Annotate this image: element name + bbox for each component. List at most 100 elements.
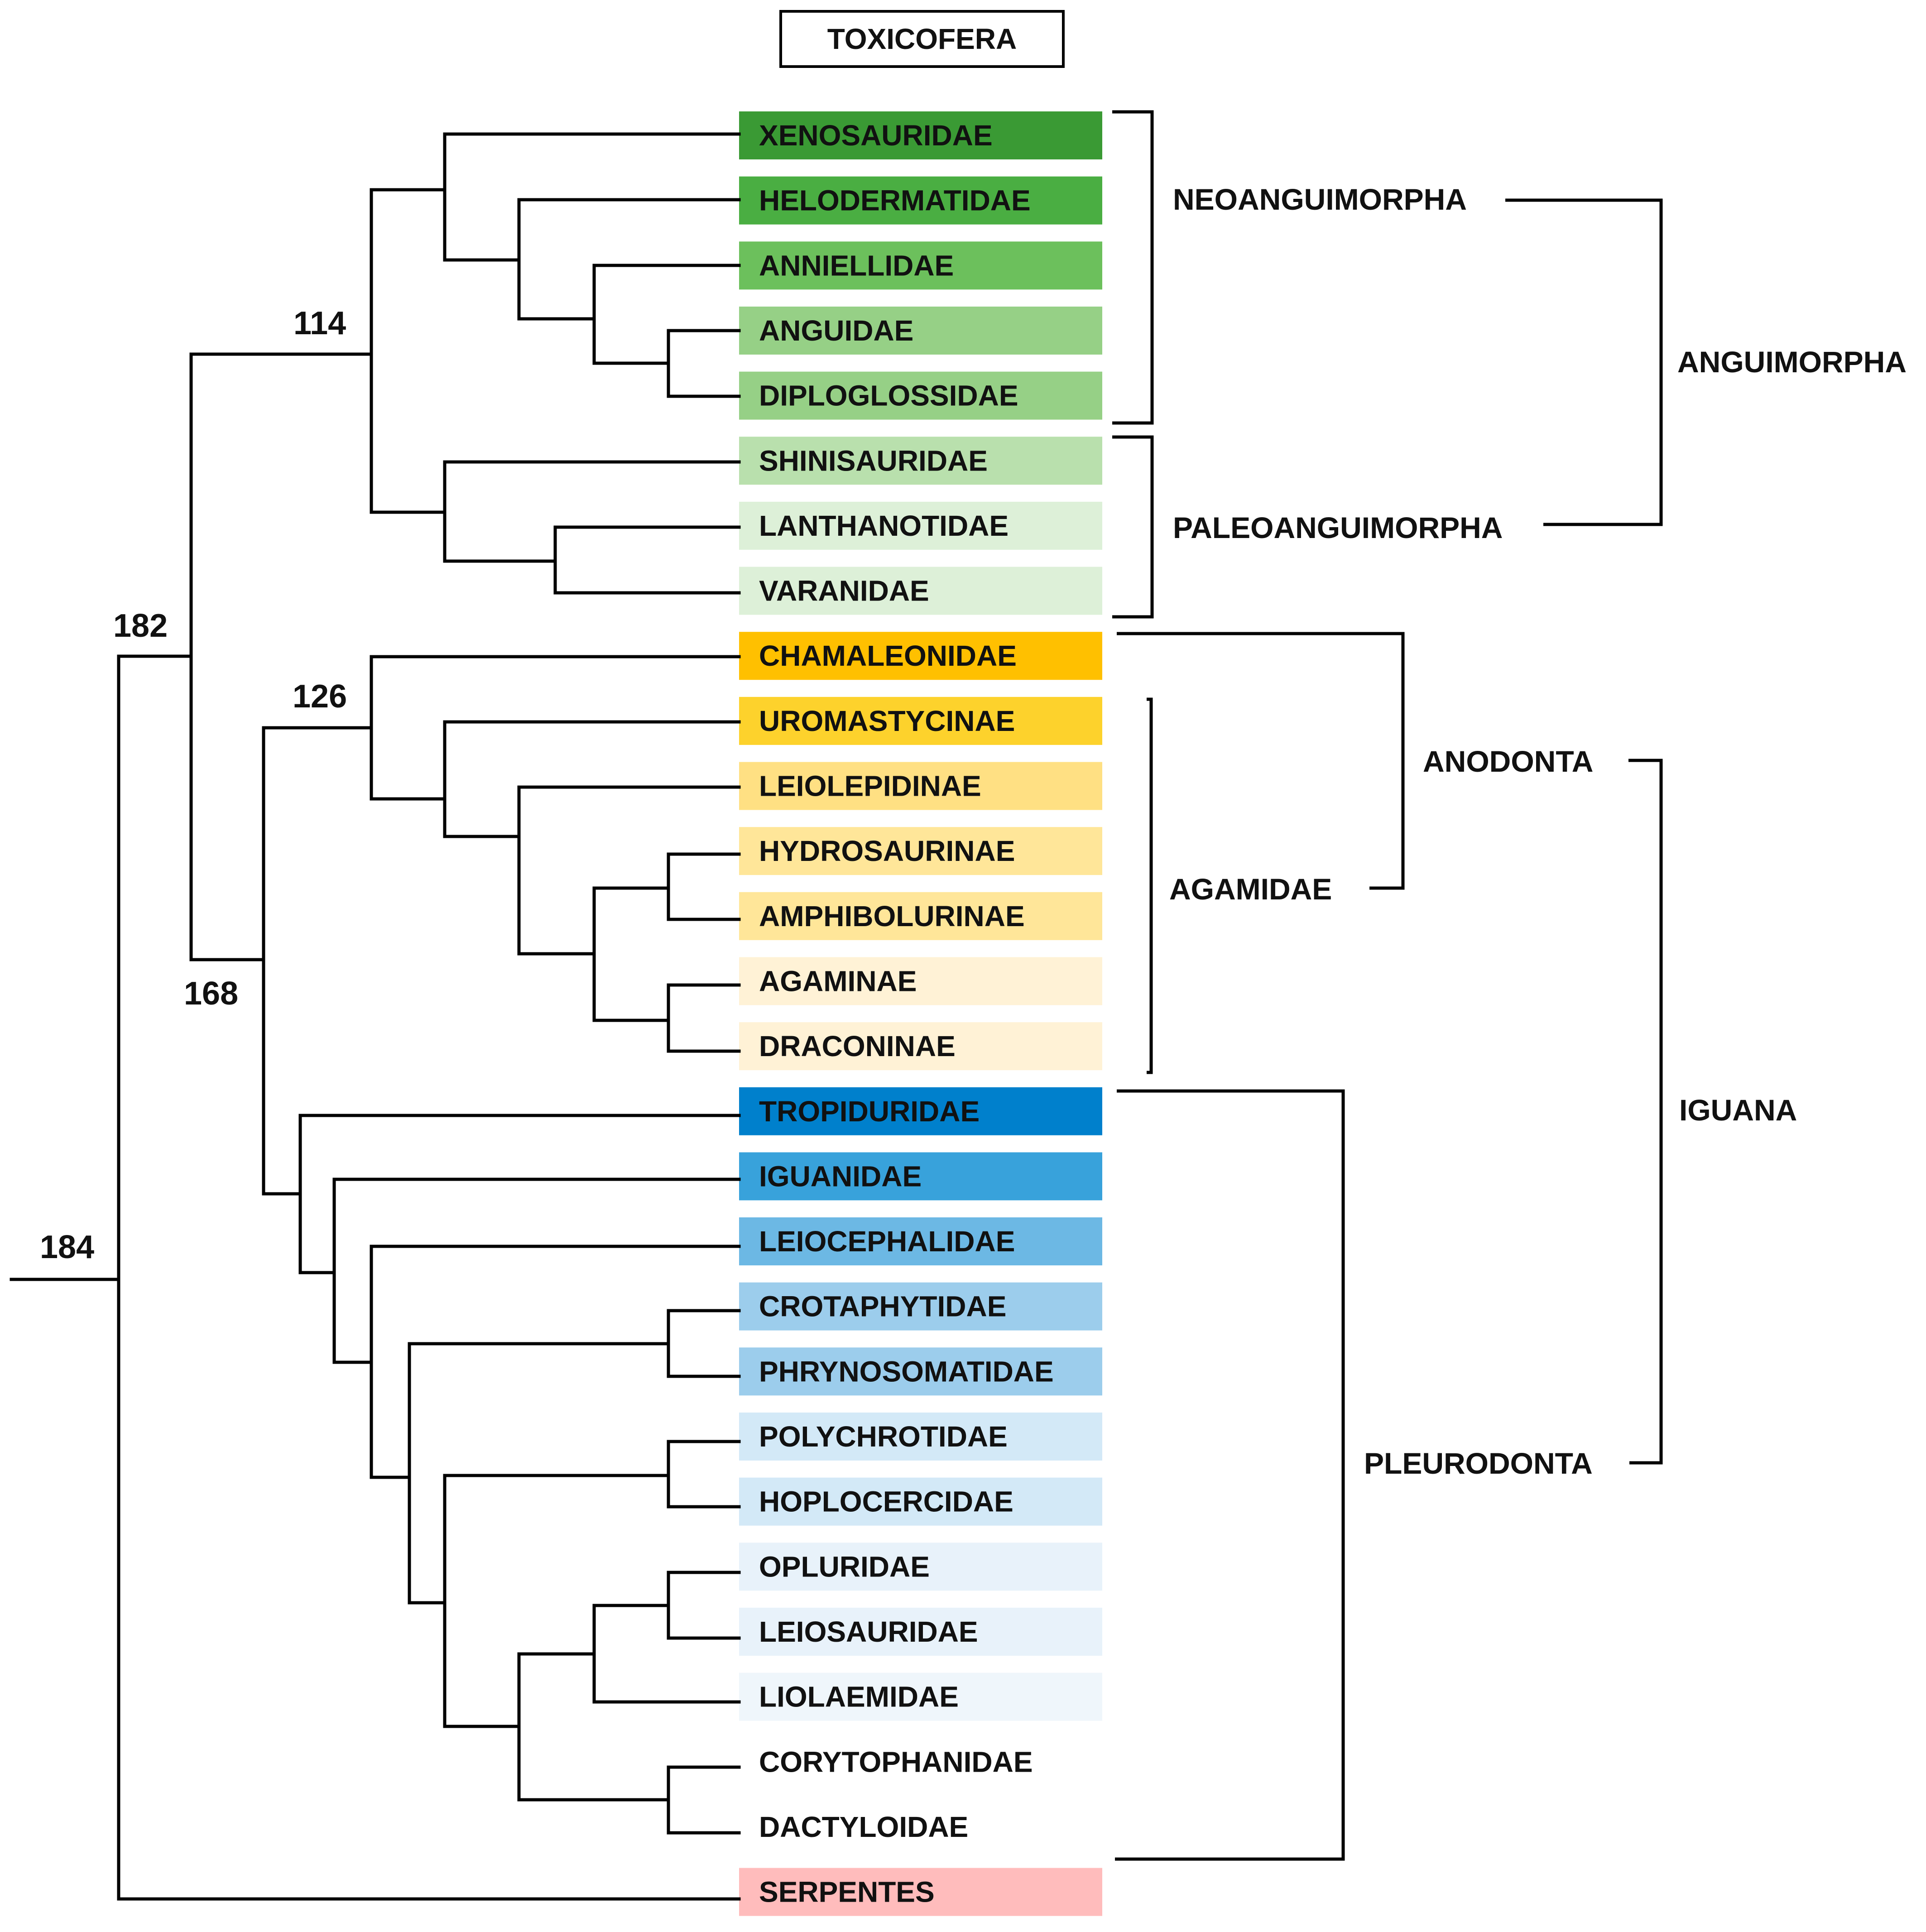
taxon-agaminae: AGAMINAE bbox=[739, 957, 1102, 1005]
taxon-box bbox=[739, 697, 1102, 745]
paleoanguimorpha-bracket bbox=[1112, 435, 1154, 619]
taxon-label: TROPIDURIDAE bbox=[759, 1095, 980, 1128]
taxon-label: UROMASTYCINAE bbox=[759, 705, 1015, 737]
taxon-corytophanidae: CORYTOPHANIDAE bbox=[739, 1738, 1102, 1786]
taxon-dactyloidae: DACTYLOIDAE bbox=[739, 1802, 1102, 1851]
taxon-box bbox=[739, 306, 1102, 355]
taxon-label: DACTYLOIDAE bbox=[759, 1811, 968, 1843]
taxon-label: DRACONINAE bbox=[759, 1030, 956, 1062]
taxon-tropiduridae: TROPIDURIDAE bbox=[739, 1087, 1102, 1135]
taxon-box bbox=[739, 762, 1102, 810]
taxon-box bbox=[739, 371, 1102, 420]
clade-neoanguimorpha: NEOANGUIMORPHA bbox=[1173, 183, 1467, 216]
taxon-label: PHRYNOSOMATIDAE bbox=[759, 1355, 1054, 1388]
taxon-label: LEIOCEPHALIDAE bbox=[759, 1225, 1015, 1258]
taxon-box bbox=[739, 437, 1102, 485]
taxon-box bbox=[739, 1282, 1102, 1331]
taxon-box bbox=[739, 1738, 1102, 1786]
taxon-box bbox=[739, 1347, 1102, 1396]
taxon-label: HELODERMATIDAE bbox=[759, 184, 1031, 217]
taxon-shinisauridae: SHINISAURIDAE bbox=[739, 437, 1102, 485]
taxon-box bbox=[739, 1217, 1102, 1266]
taxon-amphibolurinae: AMPHIBOLURINAE bbox=[739, 892, 1102, 940]
taxon-leiolepidinae: LEIOLEPIDINAE bbox=[739, 762, 1102, 810]
taxon-label: LIOLAEMIDAE bbox=[759, 1681, 959, 1713]
taxon-label: CHAMALEONIDAE bbox=[759, 639, 1017, 672]
taxon-label: HYDROSAURINAE bbox=[759, 835, 1015, 867]
taxon-iguanidae: IGUANIDAE bbox=[739, 1152, 1102, 1201]
taxon-label: LANTHANOTIDAE bbox=[759, 509, 1009, 542]
taxon-box bbox=[739, 892, 1102, 940]
taxon-polychrotidae: POLYCHROTIDAE bbox=[739, 1413, 1102, 1461]
clade-anodonta: ANODONTA bbox=[1423, 745, 1593, 778]
taxon-leiosauridae: LEIOSAURIDAE bbox=[739, 1607, 1102, 1656]
agamidae-bracket bbox=[1147, 697, 1153, 1074]
taxon-label: AMPHIBOLURINAE bbox=[759, 900, 1025, 932]
taxon-liolaemidae: LIOLAEMIDAE bbox=[739, 1672, 1102, 1721]
pleurodonta-bracket bbox=[1115, 1089, 1345, 1861]
taxon-label: POLYCHROTIDAE bbox=[759, 1420, 1008, 1453]
taxon-box bbox=[739, 1413, 1102, 1461]
title-box: TOXICOFERA bbox=[779, 10, 1065, 68]
taxon-label: LEIOLEPIDINAE bbox=[759, 770, 981, 803]
taxon-anguidae: ANGUIDAE bbox=[739, 306, 1102, 355]
taxon-box bbox=[739, 567, 1102, 615]
clade-pleurodonta: PLEURODONTA bbox=[1364, 1447, 1593, 1480]
taxon-label: AGAMINAE bbox=[759, 965, 917, 997]
taxa-list: XENOSAURIDAE HELODERMATIDAE ANNIELLIDAE ANG… bbox=[739, 111, 1102, 1916]
node-age-182: 182 bbox=[113, 608, 168, 644]
taxon-box bbox=[739, 1607, 1102, 1656]
clade-paleoanguimorpha: PALEOANGUIMORPHA bbox=[1173, 511, 1503, 544]
node-age-114: 114 bbox=[293, 305, 346, 341]
iguana-bracket bbox=[1628, 759, 1663, 1465]
taxon-label: CROTAPHYTIDAE bbox=[759, 1290, 1006, 1323]
node-age-168: 168 bbox=[184, 976, 238, 1012]
taxon-label: HOPLOCERCIDAE bbox=[759, 1485, 1013, 1518]
taxon-box bbox=[739, 957, 1102, 1005]
clade-anguimorpha: ANGUIMORPHA bbox=[1677, 345, 1907, 379]
taxon-label: LEIOSAURIDAE bbox=[759, 1615, 978, 1648]
taxon-label: VARANIDAE bbox=[759, 575, 929, 607]
taxon-phrynosomatidae: PHRYNOSOMATIDAE bbox=[739, 1347, 1102, 1396]
node-age-184: 184 bbox=[40, 1229, 94, 1265]
taxon-box bbox=[739, 111, 1102, 159]
taxon-anniellidae: ANNIELLIDAE bbox=[739, 241, 1102, 290]
taxon-lanthanotidae: LANTHANOTIDAE bbox=[739, 501, 1102, 550]
taxon-box bbox=[739, 632, 1102, 680]
tree-branches bbox=[10, 132, 741, 1901]
taxon-box bbox=[739, 1543, 1102, 1591]
taxon-box bbox=[739, 1868, 1102, 1916]
taxon-label: DIPLOGLOSSIDAE bbox=[759, 380, 1018, 412]
taxon-label: SHINISAURIDAE bbox=[759, 444, 988, 477]
taxon-opluridae: OPLURIDAE bbox=[739, 1543, 1102, 1591]
taxon-crotaphytidae: CROTAPHYTIDAE bbox=[739, 1282, 1102, 1331]
taxon-box bbox=[739, 501, 1102, 550]
taxon-box bbox=[739, 176, 1102, 225]
taxon-leiocephalidae: LEIOCEPHALIDAE bbox=[739, 1217, 1102, 1266]
node-age-126: 126 bbox=[293, 678, 347, 715]
taxon-diploglossidae: DIPLOGLOSSIDAE bbox=[739, 371, 1102, 420]
taxon-label: IGUANIDAE bbox=[759, 1160, 922, 1192]
taxon-box bbox=[739, 1087, 1102, 1135]
taxon-box bbox=[739, 1477, 1102, 1526]
taxon-box bbox=[739, 1672, 1102, 1721]
taxon-label: CORYTOPHANIDAE bbox=[759, 1745, 1033, 1778]
taxon-box bbox=[739, 827, 1102, 875]
taxon-label: SERPENTES bbox=[759, 1876, 935, 1908]
neoanguimorpha-bracket bbox=[1112, 110, 1154, 425]
taxon-uromastycinae: UROMASTYCINAE bbox=[739, 697, 1102, 745]
taxon-varanidae: VARANIDAE bbox=[739, 567, 1102, 615]
taxon-hydrosaurinae: HYDROSAURINAE bbox=[739, 827, 1102, 875]
taxon-label: OPLURIDAE bbox=[759, 1550, 930, 1583]
taxon-label: ANNIELLIDAE bbox=[759, 249, 954, 282]
taxon-chamaleonidae: CHAMALEONIDAE bbox=[739, 632, 1102, 680]
taxon-hoplocercidae: HOPLOCERCIDAE bbox=[739, 1477, 1102, 1526]
taxon-label: ANGUIDAE bbox=[759, 314, 913, 347]
taxon-box bbox=[739, 241, 1102, 290]
taxon-box bbox=[739, 1022, 1102, 1071]
taxon-serpentes: SERPENTES bbox=[739, 1868, 1102, 1916]
clade-brackets bbox=[1112, 110, 1663, 1861]
taxon-box bbox=[739, 1152, 1102, 1201]
anodonta-bracket bbox=[1117, 632, 1405, 890]
